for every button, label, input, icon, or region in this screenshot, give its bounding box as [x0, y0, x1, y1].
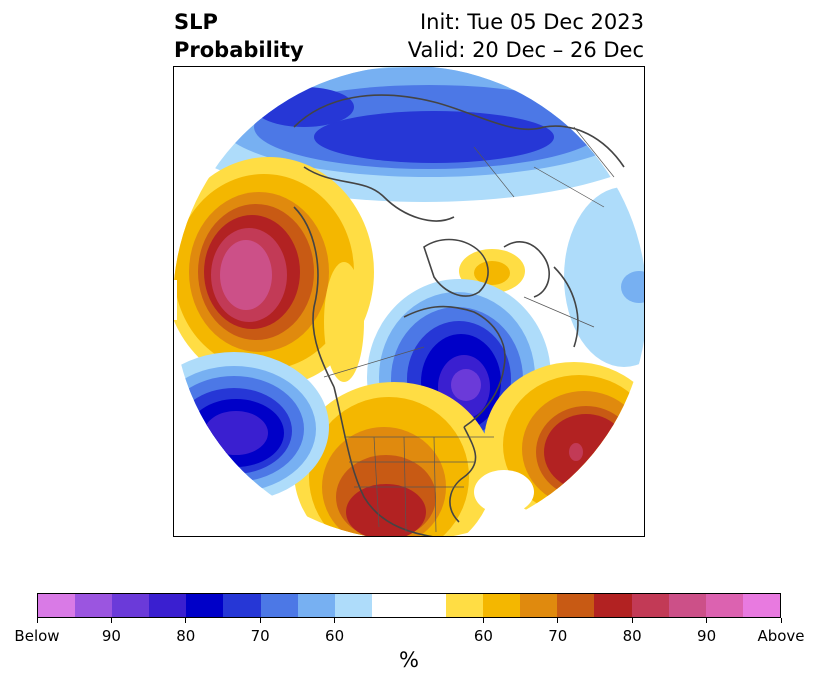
- colorbar-tick-mark: [259, 618, 261, 623]
- init-date: Init: Tue 05 Dec 2023: [419, 10, 644, 34]
- title-variable: SLP: [174, 10, 218, 34]
- colorbar-tick-mark: [557, 618, 559, 623]
- map-subtitle: Init: Tue 05 Dec 2023 Valid: 20 Dec – 26…: [408, 8, 644, 64]
- colorbar-swatch: [594, 594, 632, 617]
- colorbar-swatch: [668, 594, 706, 617]
- colorbar-swatch: [631, 594, 669, 617]
- colorbar-swatch: [260, 594, 298, 617]
- title-product: Probability: [174, 38, 304, 62]
- colorbar-unit-label: %: [399, 648, 419, 672]
- colorbar-tick-label: 60: [325, 627, 345, 645]
- colorbar-tick-mark: [706, 618, 708, 623]
- colorbar-tick-mark: [780, 618, 782, 623]
- colorbar-tick-label: 90: [697, 627, 717, 645]
- colorbar-swatch: [186, 594, 224, 617]
- colorbar-swatch: [371, 594, 409, 617]
- colorbar-swatch: [297, 594, 335, 617]
- colorbar-swatch: [223, 594, 261, 617]
- map-title: SLP Probability: [174, 8, 304, 64]
- colorbar-tick-label: 70: [250, 627, 270, 645]
- colorbar-swatch: [705, 594, 743, 617]
- colorbar-swatch: [483, 594, 521, 617]
- colorbar-tick-label: Below: [14, 627, 60, 645]
- colorbar-swatch: [334, 594, 372, 617]
- colorbar-swatch: [38, 594, 76, 617]
- colorbar-swatch: [557, 594, 595, 617]
- coastlines: [293, 94, 625, 536]
- colorbar: [37, 593, 781, 618]
- colorbar-swatch: [408, 594, 447, 617]
- colorbar-swatch: [149, 594, 187, 617]
- colorbar-swatch: [520, 594, 558, 617]
- probability-map: [174, 67, 644, 536]
- colorbar-tick-label: Above: [757, 627, 805, 645]
- colorbar-tick-mark: [334, 618, 336, 623]
- colorbar-tick-mark: [110, 618, 112, 623]
- colorbar-tick-label: 80: [622, 627, 642, 645]
- colorbar-tick-mark: [36, 618, 38, 623]
- colorbar-tick-mark: [631, 618, 633, 623]
- valid-range: Valid: 20 Dec – 26 Dec: [407, 38, 644, 62]
- colorbar-tick-label: 90: [101, 627, 121, 645]
- colorbar-swatch: [446, 594, 484, 617]
- map-panel: [173, 66, 645, 537]
- colorbar-tick-mark: [482, 618, 484, 623]
- colorbar-swatch: [75, 594, 113, 617]
- political-borders: [323, 126, 615, 533]
- colorbar-tick-label: 80: [176, 627, 196, 645]
- colorbar-swatch: [112, 594, 150, 617]
- colorbar-tick-mark: [185, 618, 187, 623]
- colorbar-tick-label: 60: [473, 627, 493, 645]
- colorbar-swatch: [742, 594, 780, 617]
- colorbar-tick-label: 70: [548, 627, 568, 645]
